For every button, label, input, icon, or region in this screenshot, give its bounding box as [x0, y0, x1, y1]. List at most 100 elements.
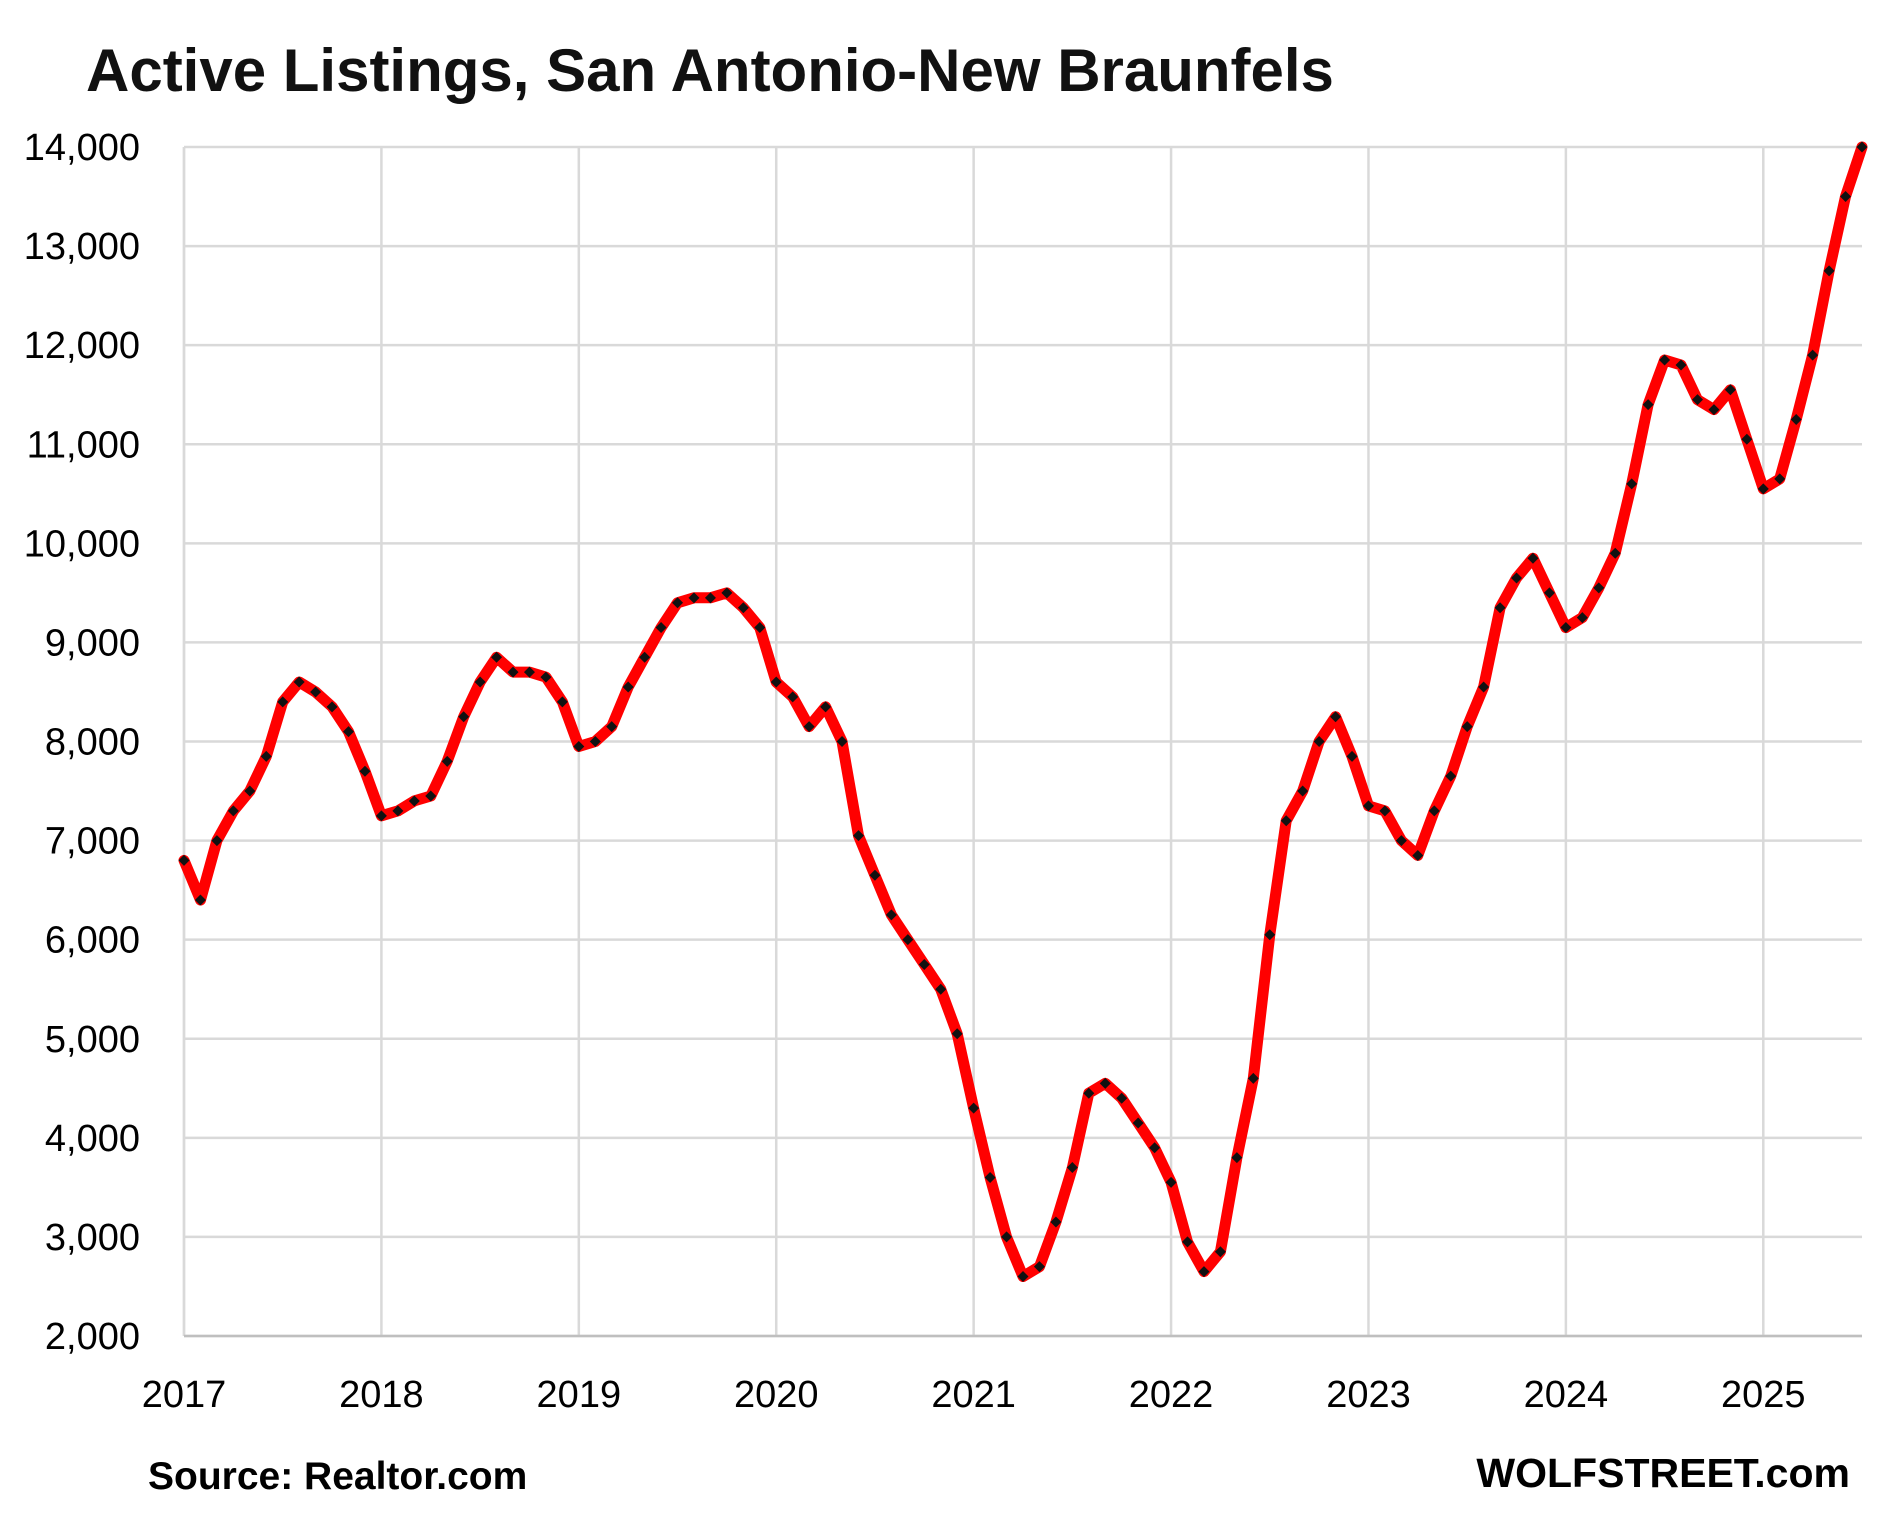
- data-point: [425, 790, 437, 802]
- x-tick-label: 2019: [537, 1374, 622, 1416]
- y-tick-label: 12,000: [24, 325, 140, 367]
- data-point: [1050, 1216, 1062, 1228]
- data-point: [178, 854, 190, 866]
- data-point: [1543, 587, 1555, 599]
- x-tick-label: 2025: [1721, 1374, 1806, 1416]
- data-point: [1099, 1077, 1111, 1089]
- data-point: [293, 676, 305, 688]
- data-point: [458, 711, 470, 723]
- data-point: [260, 750, 272, 762]
- data-point: [984, 1171, 996, 1183]
- data-point: [359, 765, 371, 777]
- data-point: [1182, 1236, 1194, 1248]
- data-point: [1428, 805, 1440, 817]
- data-point: [704, 592, 716, 604]
- data-point: [1823, 265, 1835, 277]
- data-point: [1165, 1176, 1177, 1188]
- data-point: [474, 676, 486, 688]
- y-axis-tick-labels: 2,000 3,000 4,000 5,000 6,000 7,000 8,000 9,000…: [24, 127, 140, 1358]
- x-tick-label: 2023: [1326, 1374, 1411, 1416]
- data-point: [1609, 547, 1621, 559]
- data-point: [655, 622, 667, 634]
- data-point: [1231, 1152, 1243, 1164]
- data-point: [672, 597, 684, 609]
- data-point: [1511, 572, 1523, 584]
- data-point: [1083, 1087, 1095, 1099]
- data-point: [1560, 622, 1572, 634]
- y-tick-label: 11,000: [27, 424, 140, 466]
- data-point: [523, 666, 535, 678]
- data-point: [1807, 349, 1819, 361]
- data-point: [639, 651, 651, 663]
- data-point: [1280, 815, 1292, 827]
- data-point: [688, 592, 700, 604]
- x-tick-label: 2024: [1524, 1374, 1609, 1416]
- y-tick-label: 14,000: [24, 127, 140, 169]
- x-tick-label: 2021: [931, 1374, 1016, 1416]
- data-point: [1708, 404, 1720, 416]
- data-point: [491, 651, 503, 663]
- data-point: [737, 602, 749, 614]
- horizontal-gridlines: [184, 145, 1862, 1338]
- data-point: [1362, 800, 1374, 812]
- data-point: [606, 721, 618, 733]
- data-point: [1066, 1162, 1078, 1174]
- data-point: [1741, 433, 1753, 445]
- data-point: [1116, 1092, 1128, 1104]
- chart-title: Active Listings, San Antonio-New Braunfe…: [86, 37, 1334, 104]
- data-point: [1576, 612, 1588, 624]
- data-point: [277, 696, 289, 708]
- data-point: [787, 691, 799, 703]
- data-point: [852, 830, 864, 842]
- series-active-listings: [178, 141, 1868, 1283]
- data-point: [1214, 1246, 1226, 1258]
- data-point: [951, 1028, 963, 1040]
- x-tick-label: 2022: [1129, 1374, 1214, 1416]
- data-point: [1001, 1231, 1013, 1243]
- data-point: [1395, 835, 1407, 847]
- data-point: [1675, 359, 1687, 371]
- data-point: [1691, 394, 1703, 406]
- data-point: [1264, 929, 1276, 941]
- y-tick-label: 4,000: [45, 1118, 140, 1160]
- x-axis-tick-labels: 2017 2018 2019 2020 2021 2022 2023 2024 2025: [142, 1374, 1806, 1416]
- data-point: [1330, 711, 1342, 723]
- source-note: Source: Realtor.com: [148, 1455, 528, 1498]
- data-point: [556, 696, 568, 708]
- data-point: [1297, 785, 1309, 797]
- data-point: [1461, 721, 1473, 733]
- data-point: [573, 740, 585, 752]
- data-point: [1132, 1117, 1144, 1129]
- data-point: [408, 795, 420, 807]
- data-point: [1198, 1266, 1210, 1278]
- y-tick-label: 5,000: [45, 1019, 140, 1061]
- brand-logo-text: WOLFSTREET.com: [1476, 1450, 1850, 1496]
- data-point: [1412, 849, 1424, 861]
- series-line: [178, 141, 1868, 1282]
- data-point: [820, 701, 832, 713]
- data-point: [1494, 602, 1506, 614]
- data-point: [375, 810, 387, 822]
- data-point: [770, 676, 782, 688]
- data-point: [211, 835, 223, 847]
- data-point: [1017, 1271, 1029, 1283]
- data-point: [589, 736, 601, 747]
- data-point: [227, 805, 239, 817]
- data-point: [1724, 384, 1736, 396]
- y-tick-label: 7,000: [45, 821, 140, 863]
- data-point: [1790, 413, 1802, 425]
- data-point: [1840, 191, 1852, 203]
- data-point: [918, 958, 930, 970]
- data-point: [441, 755, 453, 767]
- y-tick-label: 2,000: [45, 1316, 140, 1358]
- data-point: [1478, 681, 1490, 693]
- data-point: [392, 805, 404, 817]
- data-point: [721, 587, 733, 599]
- data-point: [1149, 1142, 1161, 1154]
- data-point: [1346, 750, 1358, 762]
- data-point: [1247, 1072, 1259, 1084]
- data-point: [836, 736, 848, 747]
- data-point: [1856, 141, 1868, 153]
- line-chart: 2,000 3,000 4,000 5,000 6,000 7,000 8,000 9,000…: [24, 127, 1868, 1416]
- y-tick-label: 3,000: [45, 1217, 140, 1259]
